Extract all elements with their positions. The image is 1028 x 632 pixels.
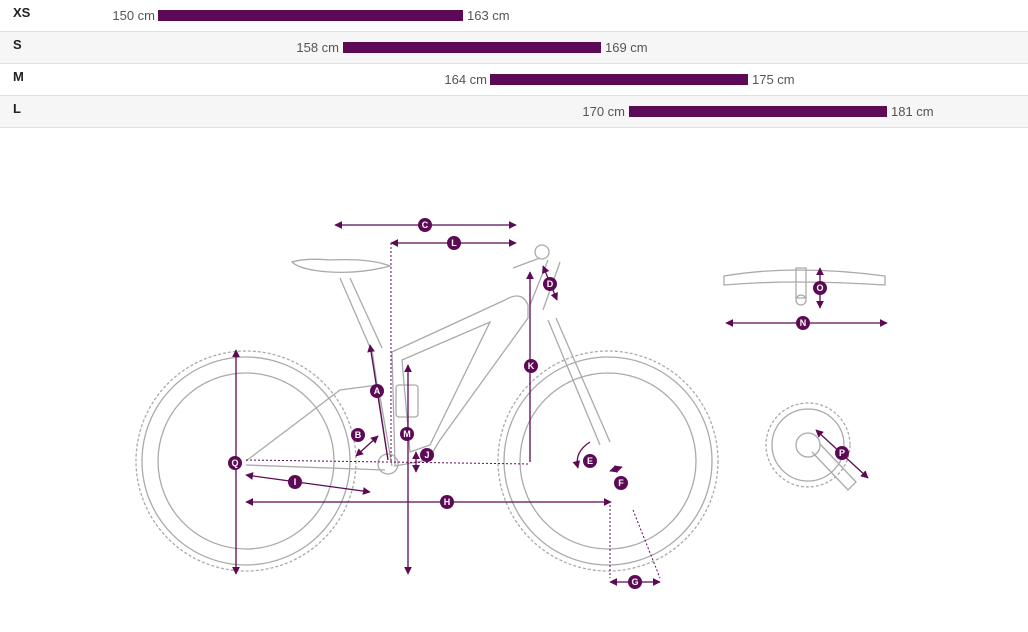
marker-f: F [614, 476, 628, 490]
reference-lines [245, 243, 661, 579]
size-label: S [13, 37, 22, 52]
marker-c: C [418, 218, 432, 232]
marker-label: F [618, 478, 624, 488]
height-min: 170 cm [582, 104, 625, 119]
marker-n: N [796, 316, 810, 330]
marker-label: G [631, 577, 638, 587]
marker-label: P [839, 448, 845, 458]
height-min: 164 cm [444, 72, 487, 87]
marker-label: N [800, 318, 807, 328]
marker-q: Q [228, 456, 242, 470]
marker-k: K [524, 359, 538, 373]
size-label: XS [13, 5, 31, 20]
height-max: 175 cm [752, 72, 795, 87]
marker-p: P [835, 446, 849, 460]
marker-label: A [374, 386, 381, 396]
fork-and-headset [512, 244, 611, 446]
marker-g: G [628, 575, 642, 589]
marker-label: C [422, 220, 429, 230]
marker-label: M [403, 429, 411, 439]
marker-d: D [543, 277, 557, 291]
size-label: L [13, 101, 21, 116]
height-min: 150 cm [112, 8, 155, 23]
marker-a: A [370, 384, 384, 398]
size-row-xs: XS 150 cm 163 cm [0, 0, 1028, 32]
marker-label: J [424, 450, 429, 460]
marker-label: D [547, 279, 554, 289]
marker-e: E [583, 454, 597, 468]
marker-h: H [440, 495, 454, 509]
marker-i: I [288, 475, 302, 489]
bike-illustration [135, 244, 719, 572]
marker-label: H [444, 497, 451, 507]
marker-label: L [451, 238, 457, 248]
marker-j: J [420, 448, 434, 462]
marker-label: Q [231, 458, 238, 468]
height-range-bar [158, 10, 463, 21]
marker-o: O [813, 281, 827, 295]
marker-label: O [816, 283, 823, 293]
size-row-l: L 170 cm 181 cm [0, 96, 1028, 128]
height-range-bar [490, 74, 748, 85]
bike-geometry-diagram: A B C D E F G H I J K L M N O P Q [135, 218, 888, 589]
front-wheel [497, 350, 719, 572]
size-label: M [13, 69, 24, 84]
marker-b: B [351, 428, 365, 442]
frame [245, 295, 529, 475]
marker-label: I [294, 477, 297, 487]
height-max: 181 cm [891, 104, 934, 119]
seatpost-and-saddle [290, 258, 393, 353]
size-row-m: M 164 cm 175 cm [0, 64, 1028, 96]
marker-label: K [528, 361, 535, 371]
height-min: 158 cm [296, 40, 339, 55]
handlebar-illustration [723, 267, 886, 306]
height-max: 169 cm [605, 40, 648, 55]
marker-label: E [587, 456, 593, 466]
height-range-bar [343, 42, 601, 53]
marker-label: B [355, 430, 362, 440]
marker-l: L [447, 236, 461, 250]
height-max: 163 cm [467, 8, 510, 23]
marker-m: M [400, 427, 414, 441]
height-range-bar [629, 106, 887, 117]
size-row-s: S 158 cm 169 cm [0, 32, 1028, 64]
size-chart: XS 150 cm 163 cm S 158 cm 169 cm M 164 c… [0, 0, 1028, 128]
